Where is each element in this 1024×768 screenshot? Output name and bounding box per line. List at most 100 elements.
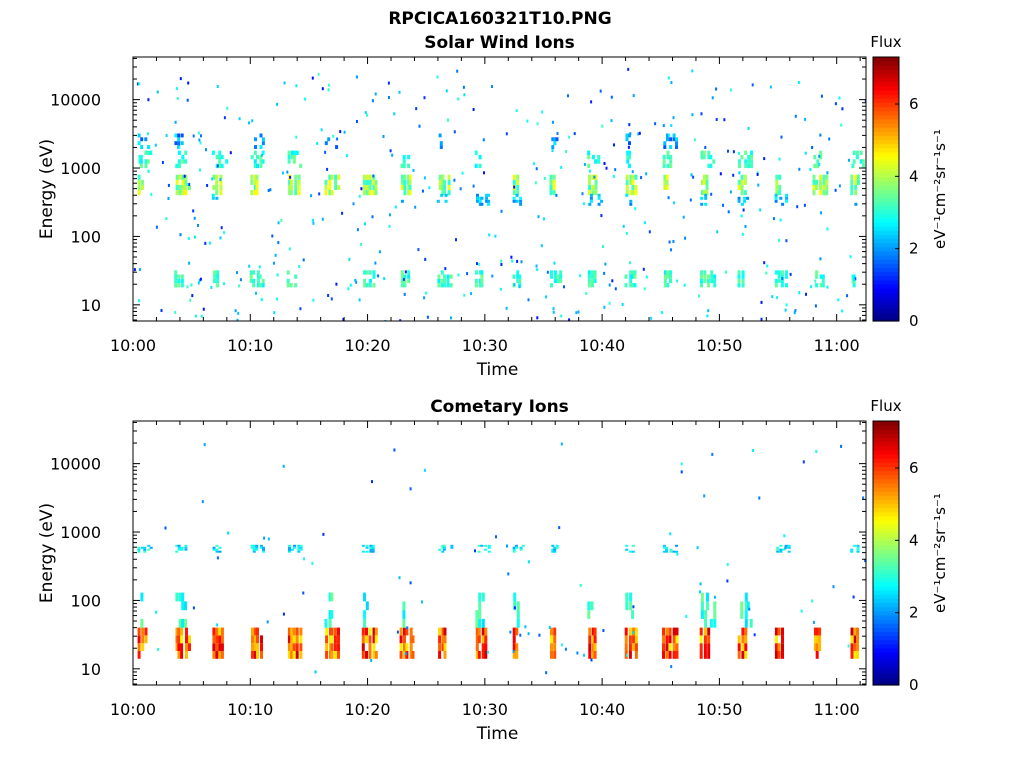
flux-cell xyxy=(320,128,323,132)
flux-cell xyxy=(669,163,673,169)
flux-cell xyxy=(363,592,366,602)
flux-cell xyxy=(853,627,857,636)
flux-cell xyxy=(337,184,341,190)
flux-cell xyxy=(591,154,595,160)
flux-cell xyxy=(177,546,181,549)
flux-cell xyxy=(400,199,404,203)
flux-cell xyxy=(512,550,516,553)
flux-cell xyxy=(470,292,473,296)
colorbar-segment xyxy=(873,429,899,434)
flux-cell xyxy=(491,274,494,278)
flux-cell xyxy=(841,309,844,313)
flux-cell xyxy=(631,190,635,196)
flux-cell xyxy=(266,620,269,624)
flux-cell xyxy=(400,163,404,169)
flux-cell xyxy=(463,293,466,297)
flux-cell xyxy=(252,546,256,549)
flux-cell xyxy=(456,69,459,73)
flux-cell xyxy=(744,225,747,228)
colorbar-segment xyxy=(873,441,899,447)
flux-cell xyxy=(365,627,368,636)
flux-cell xyxy=(407,274,411,279)
flux-cell xyxy=(250,179,254,185)
flux-cell xyxy=(143,550,147,553)
flux-cell xyxy=(377,274,380,278)
flux-cell xyxy=(485,193,489,197)
flux-cell xyxy=(551,544,555,547)
y-tick-label: 10000 xyxy=(50,91,101,110)
flux-cell xyxy=(184,618,187,628)
flux-cell xyxy=(178,174,182,180)
flux-cell xyxy=(181,190,185,196)
flux-cell xyxy=(527,298,530,302)
flux-cell xyxy=(328,190,332,196)
flux-cell xyxy=(299,163,303,169)
flux-cell xyxy=(675,627,679,636)
flux-cell xyxy=(334,184,338,190)
flux-cell xyxy=(603,162,606,165)
flux-cell xyxy=(250,544,254,547)
flux-cell xyxy=(811,599,814,603)
flux-cell xyxy=(738,159,741,164)
flux-cell xyxy=(347,287,350,291)
flux-cell xyxy=(400,283,404,288)
flux-cell xyxy=(178,592,182,602)
flux-cell xyxy=(411,635,415,644)
flux-cell xyxy=(147,548,151,551)
flux-cell xyxy=(513,185,516,189)
flux-cell xyxy=(549,174,553,180)
flux-cell xyxy=(744,635,748,644)
flux-cell xyxy=(366,113,368,117)
flux-cell xyxy=(180,643,184,651)
flux-cell xyxy=(474,163,478,169)
flux-cell xyxy=(856,548,860,551)
flux-cell xyxy=(287,154,291,160)
flux-cell xyxy=(744,163,748,169)
flux-cell xyxy=(252,278,256,284)
flux-cell xyxy=(140,145,144,149)
flux-cell xyxy=(590,601,594,611)
flux-cell xyxy=(862,496,865,500)
y-axis-label: Energy (eV) xyxy=(37,139,57,239)
flux-cell xyxy=(774,199,778,203)
flux-cell xyxy=(177,137,181,142)
flux-cell xyxy=(587,283,591,288)
flux-cell xyxy=(191,294,194,298)
flux-cell xyxy=(288,544,291,547)
flux-cell xyxy=(593,635,597,644)
flux-cell xyxy=(256,270,260,275)
flux-cell xyxy=(287,651,291,659)
colorbar-segment xyxy=(873,425,899,430)
flux-cell xyxy=(668,635,672,644)
flux-cell xyxy=(726,562,729,566)
flux-cell xyxy=(774,193,778,197)
flux-cell xyxy=(536,122,539,126)
flux-cell xyxy=(423,468,426,472)
flux-cell xyxy=(550,283,553,288)
flux-cell xyxy=(741,278,745,284)
flux-cell xyxy=(587,270,591,275)
flux-cell xyxy=(600,199,604,203)
colorbar-segment xyxy=(873,85,899,91)
flux-cell xyxy=(181,159,185,164)
flux-cell xyxy=(793,311,796,315)
flux-cell xyxy=(219,179,223,185)
flux-cell xyxy=(288,179,292,185)
flux-cell xyxy=(282,612,285,616)
flux-cell xyxy=(374,261,377,265)
flux-cell xyxy=(478,601,482,611)
flux-cell xyxy=(813,635,817,644)
flux-cell xyxy=(219,178,222,182)
flux-cell xyxy=(553,278,557,284)
flux-cell xyxy=(197,224,199,227)
flux-cell xyxy=(215,643,219,651)
flux-cell xyxy=(368,174,372,180)
flux-cell xyxy=(276,297,279,301)
flux-cell xyxy=(663,174,667,180)
flux-cell xyxy=(597,196,601,200)
flux-cell xyxy=(774,283,778,288)
flux-cell xyxy=(666,283,670,288)
flux-cell xyxy=(709,618,713,628)
flux-cell xyxy=(666,150,670,155)
flux-cell xyxy=(505,306,508,310)
